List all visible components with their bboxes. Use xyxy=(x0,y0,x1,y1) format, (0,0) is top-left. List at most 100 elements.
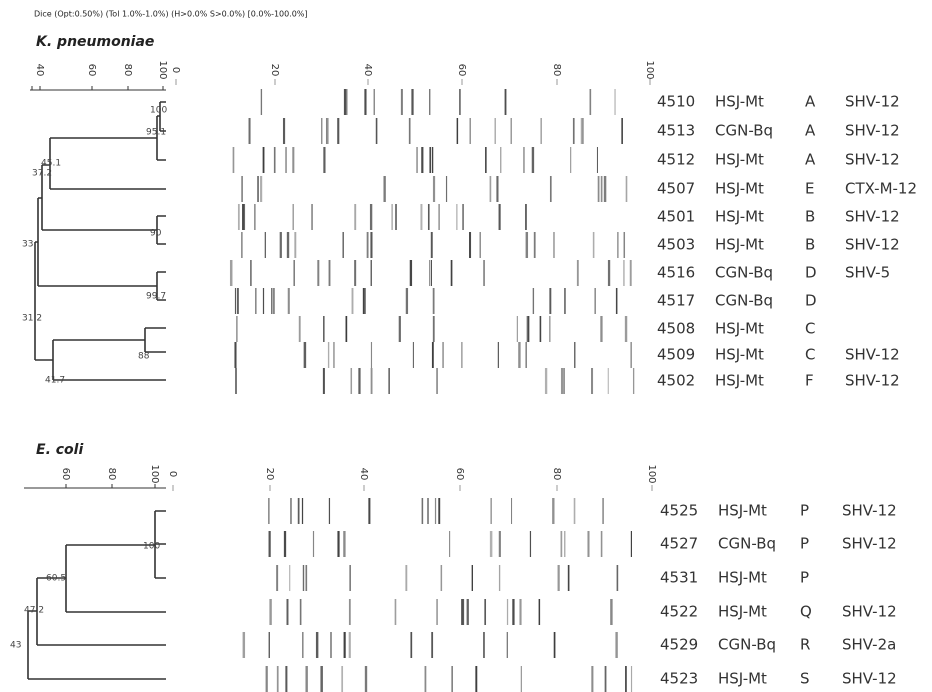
dendrogram-tick: 60 xyxy=(86,64,97,77)
row-label: R xyxy=(800,636,810,654)
gel-tick: 20 xyxy=(269,64,280,77)
row-label: CTX-M-12 xyxy=(845,180,917,198)
gel-tick: 80 xyxy=(551,64,562,77)
node-label: 90 xyxy=(150,229,162,239)
row-label: 4502 xyxy=(657,372,695,390)
node-label: 47.2 xyxy=(24,606,44,616)
row-label: SHV-12 xyxy=(845,236,900,254)
row-label: 4501 xyxy=(657,208,695,226)
row-label: HSJ-Mt xyxy=(715,372,764,390)
row-label: HSJ-Mt xyxy=(718,502,767,520)
row-label: C xyxy=(805,346,815,364)
row-label: 4531 xyxy=(660,569,698,587)
row-label: CGN-Bq xyxy=(718,636,776,654)
node-label: 99.7 xyxy=(146,292,166,302)
gel-tick: 40 xyxy=(358,468,369,481)
row-label: P xyxy=(800,502,809,520)
row-label: SHV-12 xyxy=(845,93,900,111)
row-label: 4527 xyxy=(660,535,698,553)
row-label: CGN-Bq xyxy=(715,292,773,310)
gel-tick: 60 xyxy=(456,64,467,77)
node-label: 100 xyxy=(143,542,160,552)
gel-tick: 0 xyxy=(167,471,178,477)
row-label: 4525 xyxy=(660,502,698,520)
row-label: P xyxy=(800,569,809,587)
row-label: A xyxy=(805,122,816,140)
row-label: HSJ-Mt xyxy=(715,320,764,338)
row-label: D xyxy=(805,292,817,310)
row-label: HSJ-Mt xyxy=(715,346,764,364)
row-label: 4503 xyxy=(657,236,695,254)
row-label: SHV-12 xyxy=(842,502,897,520)
row-label: HSJ-Mt xyxy=(715,93,764,111)
row-label: SHV-12 xyxy=(845,151,900,169)
row-label: 4507 xyxy=(657,180,695,198)
dendrogram-tick: 40 xyxy=(34,64,45,77)
row-label: HSJ-Mt xyxy=(715,151,764,169)
node-label: 95.1 xyxy=(146,128,166,138)
node-label: 41.7 xyxy=(45,376,65,386)
panel-title: K. pneumoniae xyxy=(36,34,154,50)
gel-tick: 100 xyxy=(646,464,657,483)
gel-tick: 80 xyxy=(551,468,562,481)
row-label: SHV-12 xyxy=(842,603,897,621)
node-label: 37.2 xyxy=(32,169,52,179)
row-label: SHV-12 xyxy=(845,122,900,140)
row-label: 4529 xyxy=(660,636,698,654)
node-label: 100 xyxy=(150,106,167,116)
row-label: HSJ-Mt xyxy=(715,208,764,226)
row-label: 4517 xyxy=(657,292,695,310)
row-label: SHV-12 xyxy=(845,208,900,226)
dendrogram-tick: 80 xyxy=(106,468,117,481)
row-label: HSJ-Mt xyxy=(718,603,767,621)
node-label: 43 xyxy=(10,641,21,651)
row-label: HSJ-Mt xyxy=(715,236,764,254)
row-label: 4513 xyxy=(657,122,695,140)
row-label: CGN-Bq xyxy=(715,264,773,282)
row-label: SHV-12 xyxy=(845,346,900,364)
row-label: 4512 xyxy=(657,151,695,169)
row-label: 4516 xyxy=(657,264,695,282)
dendrogram-tick: 60 xyxy=(60,468,71,481)
row-label: 4510 xyxy=(657,93,695,111)
row-label: P xyxy=(800,535,809,553)
node-label: 88 xyxy=(138,352,150,362)
row-label: 4508 xyxy=(657,320,695,338)
row-label: CGN-Bq xyxy=(718,535,776,553)
row-label: 4523 xyxy=(660,670,698,688)
row-label: SHV-12 xyxy=(842,670,897,688)
gel-tick: 20 xyxy=(264,468,275,481)
row-label: A xyxy=(805,93,816,111)
figure: Dice (Opt:0.50%) (Tol 1.0%-1.0%) (H>0.0%… xyxy=(0,0,932,692)
node-label: 33 xyxy=(22,240,33,250)
row-label: E xyxy=(805,180,814,198)
page: {"header": "Dice (Opt:0.50%) (Tol 1.0%-1… xyxy=(0,0,932,692)
gel-tick: 100 xyxy=(644,60,655,79)
row-label: F xyxy=(805,372,814,390)
row-label: CGN-Bq xyxy=(715,122,773,140)
row-label: Q xyxy=(800,603,812,621)
row-label: HSJ-Mt xyxy=(715,180,764,198)
row-label: HSJ-Mt xyxy=(718,569,767,587)
node-label: 31.2 xyxy=(22,314,42,324)
panel-title: E. coli xyxy=(36,442,83,458)
header: Dice (Opt:0.50%) (Tol 1.0%-1.0%) (H>0.0%… xyxy=(34,10,308,19)
dendrogram-tick: 100 xyxy=(149,464,160,483)
gel-tick: 60 xyxy=(454,468,465,481)
row-label: S xyxy=(800,670,810,688)
gel-tick: 0 xyxy=(170,67,181,73)
gel-tick: 40 xyxy=(362,64,373,77)
dendrogram-tick: 100 xyxy=(157,60,168,79)
dendrogram-tick: 80 xyxy=(122,64,133,77)
row-label: SHV-5 xyxy=(845,264,890,282)
row-label: SHV-2a xyxy=(842,636,896,654)
node-label: 45.1 xyxy=(41,159,61,169)
row-label: HSJ-Mt xyxy=(718,670,767,688)
row-label: C xyxy=(805,320,815,338)
row-label: 4509 xyxy=(657,346,695,364)
row-label: A xyxy=(805,151,816,169)
row-label: B xyxy=(805,208,815,226)
row-label: B xyxy=(805,236,815,254)
node-label: 60.5 xyxy=(46,574,66,584)
row-label: SHV-12 xyxy=(842,535,897,553)
